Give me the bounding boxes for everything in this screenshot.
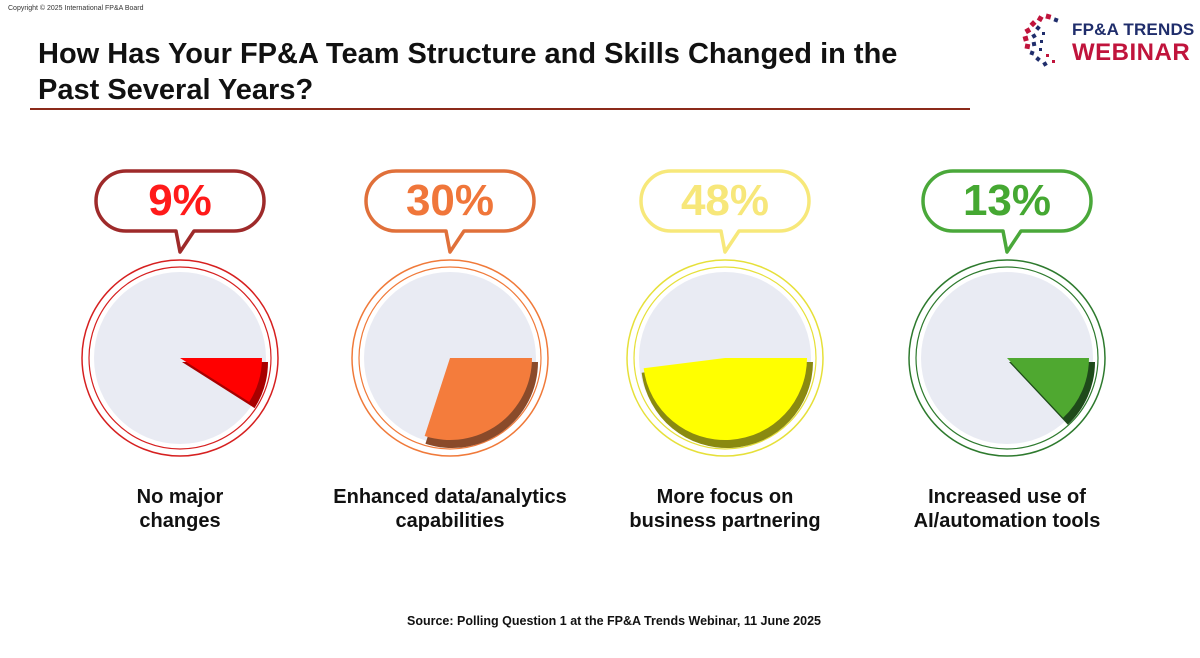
logo-text-webinar: WEBINAR (1072, 39, 1191, 66)
pie-inner-ring (358, 266, 542, 450)
source-note: Source: Polling Question 1 at the FP&A T… (406, 614, 821, 628)
percent-label: 48% (681, 176, 769, 225)
logo-emblem-icon (1022, 13, 1059, 67)
pie-slice (180, 358, 262, 402)
pie-outer-ring (626, 259, 824, 457)
percent-label: 9% (148, 176, 212, 225)
category-label: More focus on business partnering (629, 486, 821, 532)
logo-text-fpa-trends: FP&A TRENDS (1072, 20, 1195, 39)
pie-inner-ring (915, 266, 1099, 450)
category-label: No major changes (136, 486, 224, 532)
pie-slice (1007, 358, 1089, 418)
percent-bubble (94, 169, 266, 254)
pie-inner-ring (633, 266, 817, 450)
pie-slice (643, 358, 807, 440)
pie-group-2: 30% (351, 169, 549, 457)
fpa-trends-webinar-logo: FP&A TRENDS WEBINAR (1020, 10, 1195, 72)
pie-inner-ring (88, 266, 272, 450)
percent-label: 30% (406, 176, 494, 225)
category-label: Increased use of AI/automation tools (913, 486, 1101, 532)
pie-group-4: 13% (908, 169, 1106, 457)
pie-group-1: 9% (81, 169, 279, 457)
pie-outer-ring (351, 259, 549, 457)
pie-group-3: 48% (626, 169, 824, 457)
copyright-notice: Copyright © 2025 International FP&A Boar… (8, 5, 144, 12)
percent-bubble (364, 169, 536, 254)
page-title: How Has Your FP&A Team Structure and Ski… (38, 38, 898, 106)
pie-outer-ring (81, 259, 279, 457)
percent-bubble (639, 169, 811, 254)
percent-bubble (921, 169, 1093, 254)
pie-slice (424, 358, 532, 440)
category-label: Enhanced data/analytics capabilities (333, 486, 567, 532)
pie-outer-ring (908, 259, 1106, 457)
title-divider (30, 108, 970, 110)
percent-label: 13% (963, 176, 1051, 225)
